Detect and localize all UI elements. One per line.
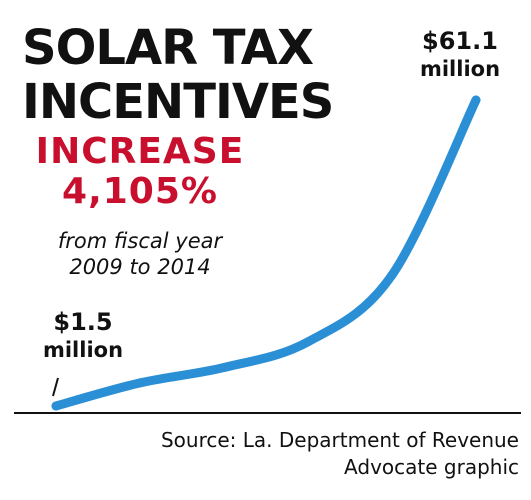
data-point-2012	[303, 337, 313, 347]
data-point-2009	[51, 401, 61, 411]
end-unit-label: million	[419, 57, 501, 81]
data-point-2014	[471, 95, 481, 105]
source-note: Source: La. Department of Revenue	[160, 428, 519, 452]
data-point-2010	[135, 378, 145, 388]
headline-increase: INCREASE	[35, 131, 245, 172]
end-value-label: $61.1	[422, 27, 498, 55]
start-pointer-line	[52, 377, 59, 397]
chart-title-line-1: SOLAR TAX	[22, 20, 314, 76]
headline-percent: 4,105%	[62, 171, 218, 212]
data-points	[51, 95, 481, 411]
subhead-line-1: from fiscal year	[57, 229, 223, 253]
start-value-label: $1.5	[53, 308, 113, 336]
subhead-line-2: 2009 to 2014	[69, 255, 211, 279]
data-point-2011	[219, 363, 229, 372]
data-point-2013	[387, 270, 397, 280]
credit-note: Advocate graphic	[344, 455, 519, 479]
start-unit-label: million	[42, 338, 124, 362]
chart-title-line-2: INCENTIVES	[22, 74, 334, 130]
